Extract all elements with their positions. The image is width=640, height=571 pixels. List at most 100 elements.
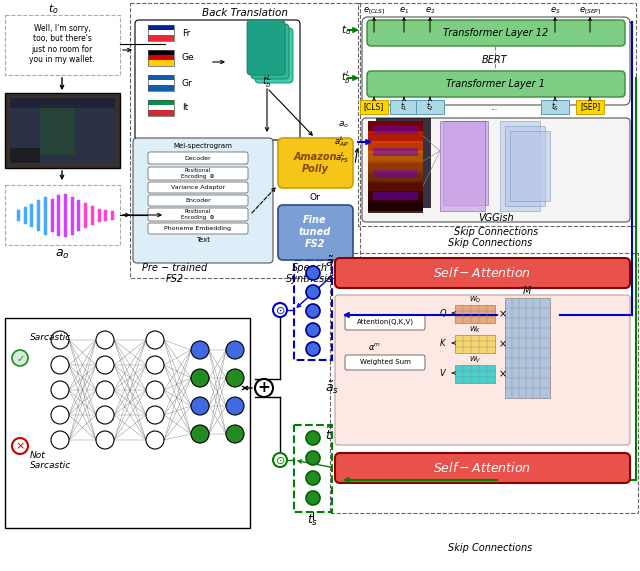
Text: Not: Not — [30, 451, 45, 460]
Text: Skip Connections: Skip Connections — [454, 227, 538, 237]
Bar — [368, 161, 423, 173]
Bar — [376, 118, 431, 208]
Bar — [10, 98, 115, 163]
FancyBboxPatch shape — [335, 453, 630, 483]
Bar — [148, 75, 174, 81]
Bar — [5, 93, 120, 168]
Circle shape — [306, 471, 320, 485]
Text: $t_1$: $t_1$ — [400, 100, 408, 113]
FancyBboxPatch shape — [148, 208, 248, 221]
Bar — [500, 121, 540, 211]
Bar — [358, 3, 636, 226]
Text: $\odot$: $\odot$ — [275, 455, 285, 465]
Circle shape — [306, 491, 320, 505]
FancyBboxPatch shape — [148, 223, 248, 234]
Bar — [148, 100, 174, 116]
Bar — [368, 141, 423, 153]
Text: Text: Text — [196, 237, 210, 243]
Text: Sarcastic: Sarcastic — [30, 333, 71, 343]
Text: $t_s$: $t_s$ — [307, 512, 319, 528]
Text: Pre − trained: Pre − trained — [142, 263, 207, 273]
Circle shape — [146, 381, 164, 399]
Bar — [440, 121, 485, 211]
FancyBboxPatch shape — [148, 182, 248, 193]
FancyBboxPatch shape — [362, 17, 630, 105]
Text: Fr: Fr — [182, 29, 190, 38]
Circle shape — [306, 431, 320, 445]
FancyBboxPatch shape — [148, 167, 248, 180]
Bar — [5, 15, 120, 75]
Circle shape — [51, 356, 69, 374]
Circle shape — [273, 303, 287, 317]
Bar — [455, 365, 495, 383]
Bar — [368, 181, 423, 193]
Bar — [5, 318, 250, 528]
Text: $t_b^L$: $t_b^L$ — [341, 70, 351, 86]
Text: Skip Connections: Skip Connections — [448, 238, 532, 248]
Circle shape — [146, 406, 164, 424]
Circle shape — [51, 406, 69, 424]
Bar — [455, 335, 495, 353]
Text: Variance Adaptor: Variance Adaptor — [171, 185, 225, 190]
Bar — [373, 170, 418, 178]
Text: $V$: $V$ — [439, 368, 447, 379]
Circle shape — [306, 304, 320, 318]
Text: +: + — [258, 380, 270, 396]
Bar — [148, 55, 174, 61]
FancyBboxPatch shape — [367, 20, 625, 46]
FancyBboxPatch shape — [345, 315, 425, 330]
FancyBboxPatch shape — [247, 20, 285, 75]
Bar — [446, 121, 491, 199]
Bar — [148, 80, 174, 86]
Text: BERT: BERT — [482, 55, 508, 65]
Text: $e_2$: $e_2$ — [425, 6, 435, 16]
Text: Transformer Layer 1: Transformer Layer 1 — [447, 79, 545, 89]
Bar — [40, 105, 75, 155]
Text: $Self - Attention$: $Self - Attention$ — [433, 461, 531, 475]
FancyBboxPatch shape — [255, 28, 293, 83]
Bar — [541, 100, 569, 114]
Circle shape — [306, 451, 320, 465]
Bar — [5, 185, 120, 245]
Bar — [368, 131, 423, 143]
Text: It: It — [182, 103, 188, 112]
Circle shape — [146, 331, 164, 349]
Text: $a_o$: $a_o$ — [338, 120, 349, 130]
Text: $t_b^L$: $t_b^L$ — [262, 74, 272, 90]
FancyBboxPatch shape — [133, 138, 273, 263]
Bar — [130, 3, 360, 278]
Bar — [148, 110, 174, 116]
FancyBboxPatch shape — [335, 258, 630, 288]
Bar — [148, 105, 174, 111]
Text: Sarcastic: Sarcastic — [30, 461, 71, 471]
Text: $Self - Attention$: $Self - Attention$ — [433, 266, 531, 280]
Bar — [368, 121, 423, 133]
Circle shape — [12, 350, 28, 366]
Bar — [368, 121, 423, 211]
Circle shape — [96, 381, 114, 399]
Text: FS2: FS2 — [166, 274, 184, 284]
Circle shape — [146, 356, 164, 374]
Bar — [505, 126, 545, 206]
Circle shape — [191, 341, 209, 359]
Text: Attention(Q,K,V): Attention(Q,K,V) — [356, 319, 413, 325]
Circle shape — [96, 431, 114, 449]
Circle shape — [96, 356, 114, 374]
Text: Back Translation: Back Translation — [202, 8, 288, 18]
Text: [SEP]: [SEP] — [580, 103, 600, 111]
FancyBboxPatch shape — [135, 20, 300, 140]
Circle shape — [226, 369, 244, 387]
Text: $a_o$: $a_o$ — [54, 247, 69, 260]
Circle shape — [226, 425, 244, 443]
Bar — [510, 131, 550, 201]
Bar — [368, 191, 423, 203]
Circle shape — [191, 425, 209, 443]
Text: $W_Q$: $W_Q$ — [468, 295, 481, 305]
FancyBboxPatch shape — [335, 295, 630, 445]
Bar — [10, 98, 115, 108]
Text: Ge: Ge — [182, 54, 195, 62]
Text: VGGish: VGGish — [478, 213, 514, 223]
Text: $t_S$: $t_S$ — [551, 100, 559, 113]
Circle shape — [191, 397, 209, 415]
Text: $Q$: $Q$ — [439, 307, 447, 319]
